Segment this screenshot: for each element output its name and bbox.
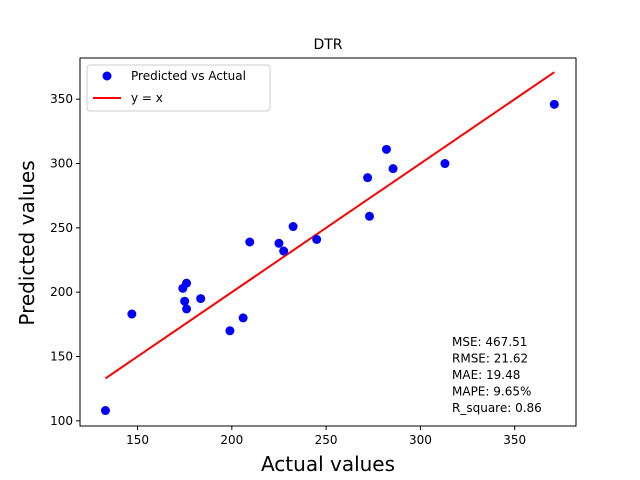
metric-text: MAPE: 9.65%: [452, 385, 531, 399]
axes: 150 200 250 300 350 100 150 200 250 300 350: [50, 57, 577, 447]
metric-text: MAE: 19.48: [452, 368, 520, 382]
legend-box: [86, 64, 271, 112]
y-tick-label: 300: [50, 157, 73, 171]
chart-title: DTR: [313, 37, 342, 53]
data-point: [388, 164, 398, 174]
y-axis-label: Predicted values: [15, 160, 39, 325]
metrics-annotation: MSE: 467.51 RMSE: 21.62 MAE: 19.48 MAPE: 9.…: [452, 335, 542, 415]
data-point: [127, 309, 137, 319]
legend-label: y = x: [131, 91, 163, 105]
legend: Predicted vs Actual y = x: [86, 64, 271, 112]
data-point: [100, 406, 110, 416]
data-point: [196, 294, 206, 304]
x-tick-label: 250: [315, 433, 338, 447]
data-point: [288, 222, 298, 232]
data-point: [381, 144, 391, 154]
plot-frame: [79, 57, 577, 427]
legend-label: Predicted vs Actual: [131, 69, 246, 83]
data-point: [274, 238, 284, 248]
x-axis-label: Actual values: [261, 452, 395, 476]
y-tick-label: 150: [50, 350, 73, 364]
metric-text: MSE: 467.51: [452, 335, 527, 349]
reference-line: [104, 71, 555, 380]
legend-marker-scatter: [102, 71, 112, 81]
x-tick-label: 350: [503, 433, 526, 447]
data-point: [238, 313, 248, 323]
data-point: [279, 246, 289, 256]
data-point: [182, 278, 192, 288]
x-tick-label: 300: [409, 433, 432, 447]
data-point: [440, 159, 450, 169]
y-tick-label: 200: [50, 285, 73, 299]
data-point: [364, 211, 374, 221]
x-tick-label: 150: [126, 433, 149, 447]
y-tick-label: 250: [50, 221, 73, 235]
x-tick-label: 200: [220, 433, 243, 447]
data-point: [549, 99, 559, 109]
metric-text: R_square: 0.86: [452, 401, 542, 415]
y-tick-label: 100: [50, 414, 73, 428]
data-point: [180, 296, 190, 306]
data-point: [225, 326, 235, 336]
data-point: [182, 304, 192, 314]
data-point: [245, 237, 255, 247]
data-point: [363, 173, 373, 183]
plot-area: [100, 71, 559, 416]
y-tick-label: 350: [50, 92, 73, 106]
data-point: [312, 234, 322, 244]
metric-text: RMSE: 21.62: [452, 352, 528, 366]
